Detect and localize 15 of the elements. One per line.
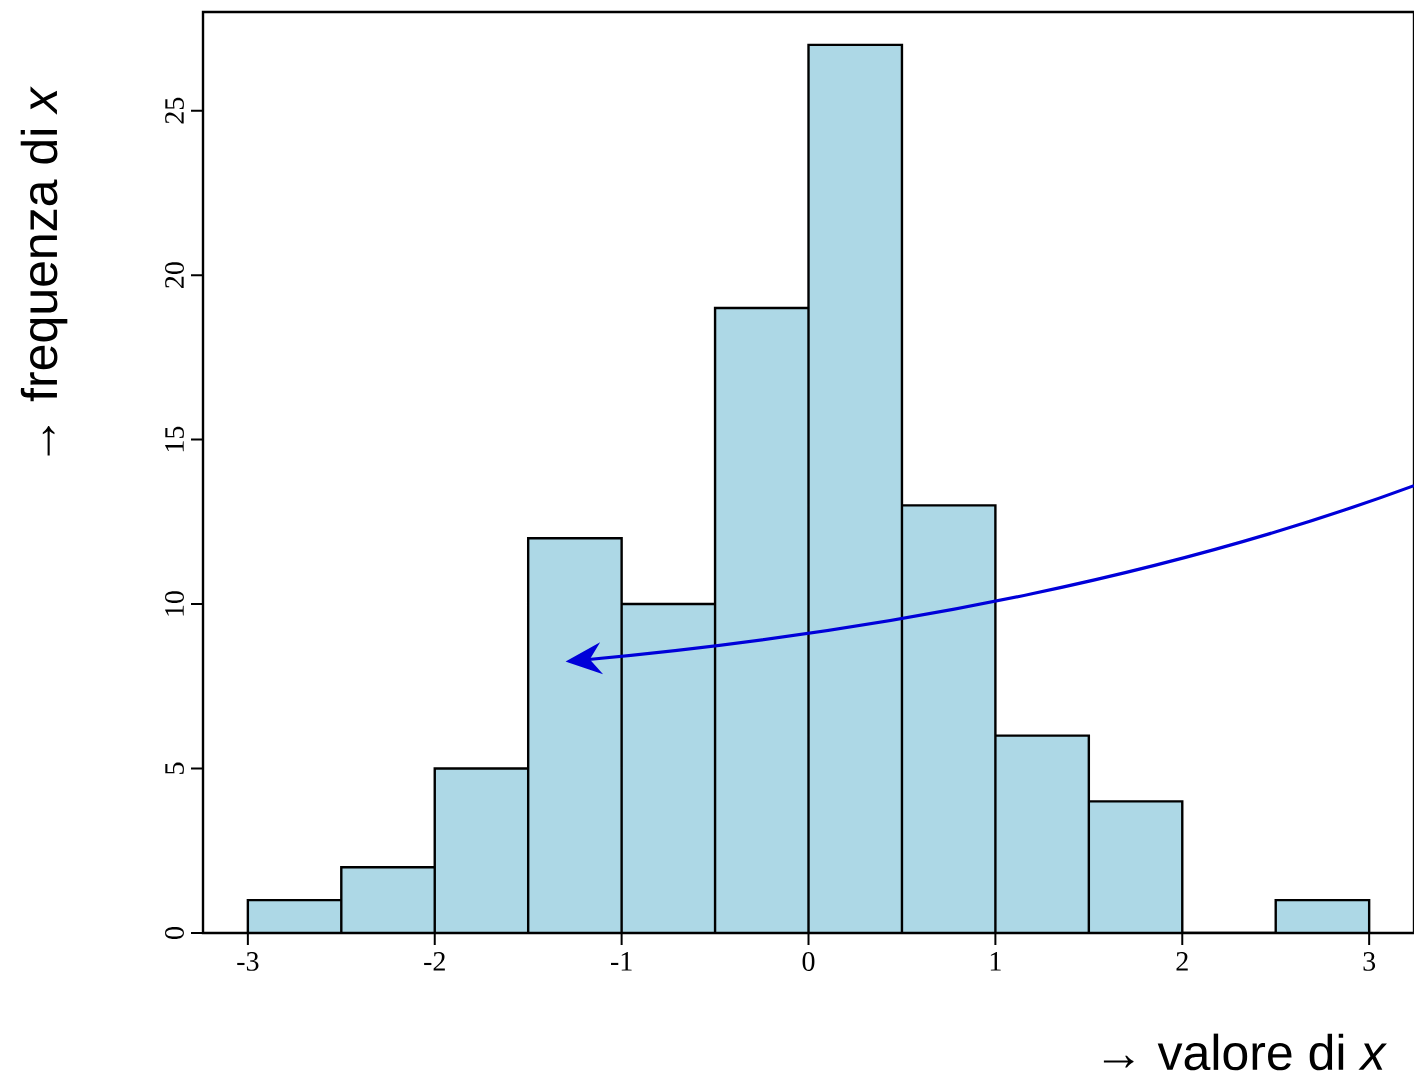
x-tick-label: -1 [611, 952, 632, 971]
y-tick-label: 5 [165, 762, 184, 774]
y-tick-label: 25 [165, 97, 184, 124]
y-tick-label: 10 [165, 591, 184, 616]
y-tick-label: 0 [165, 927, 184, 939]
y-axis-title: → frequenza di x [20, 86, 68, 456]
x-tick-label: 3 [1363, 952, 1376, 971]
y-tick-label: 20 [165, 262, 184, 288]
y-tick-label: 15 [165, 426, 184, 452]
x-tick-label: 0 [802, 952, 815, 971]
x-tick-label: -3 [237, 952, 259, 971]
x-axis-title: → valore di x [1103, 1033, 1387, 1071]
x-tick-label: 2 [1176, 952, 1188, 971]
x-tick-label: -2 [424, 952, 445, 971]
x-tick-label: 1 [990, 952, 1001, 971]
